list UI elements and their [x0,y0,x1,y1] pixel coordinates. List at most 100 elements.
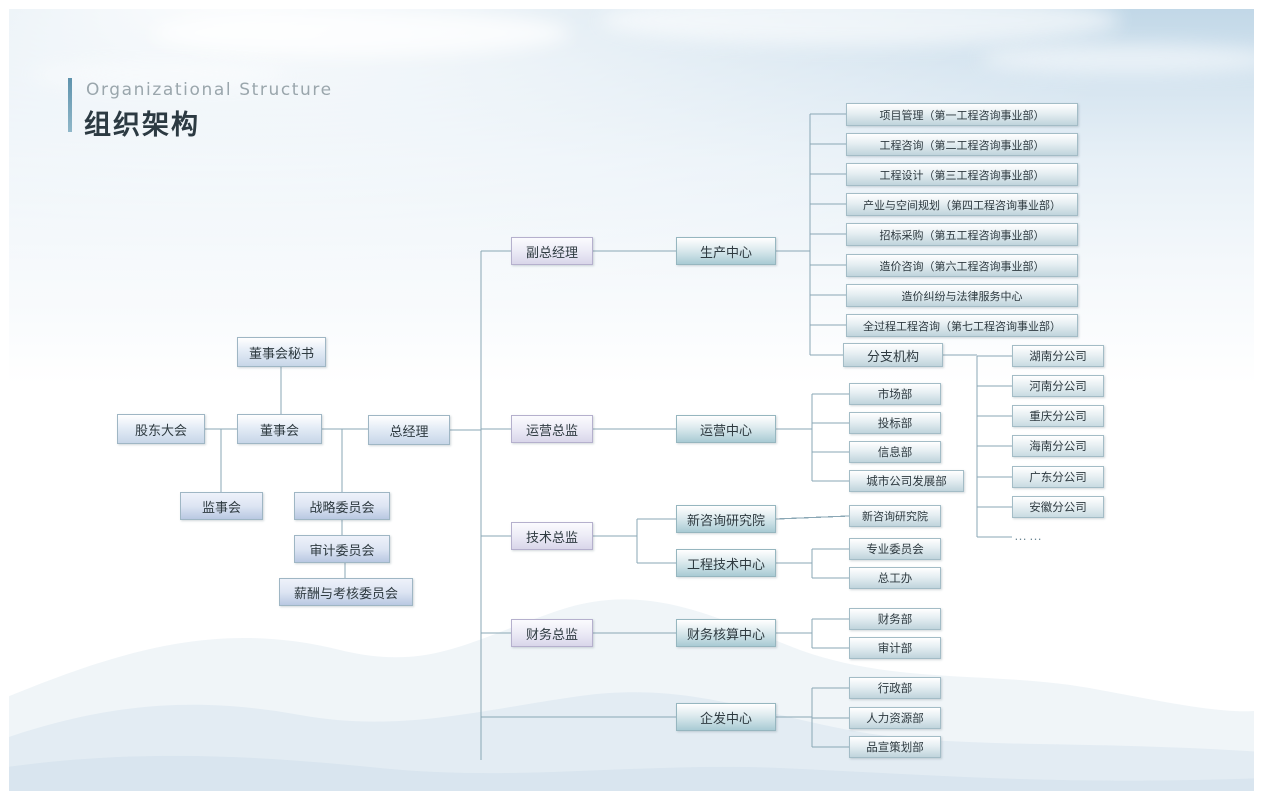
org-node-enterprise-dev-center[interactable]: 企发中心 [676,703,776,731]
slide-frame-top [0,0,1263,9]
org-node-label: 新咨询研究院 [686,512,765,528]
org-node-label: 全过程工程咨询（第七工程咨询事业部） [863,320,1061,333]
org-node-label: 专业委员会 [866,544,924,556]
org-node-tech-director[interactable]: 技术总监 [511,522,593,550]
org-node-label: 财务总监 [525,626,578,642]
org-node-eng-tech-center[interactable]: 工程技术中心 [676,549,776,577]
org-node-engtech-child-1[interactable]: 总工办 [849,567,941,589]
org-node-entdev-child-1[interactable]: 人力资源部 [849,707,941,729]
org-node-finance-child-1[interactable]: 审计部 [849,637,941,659]
title-accent-bar [68,78,72,132]
org-node-production-child-5[interactable]: 造价咨询（第六工程咨询事业部） [846,254,1078,277]
branch-list-ellipsis: …… [1014,528,1044,543]
org-node-label: 审计委员会 [309,542,375,558]
org-node-deputy-gm[interactable]: 副总经理 [511,237,593,265]
cloud-decoration [980,44,1263,74]
org-node-board-secretary[interactable]: 董事会秘书 [237,337,326,367]
org-node-shareholders[interactable]: 股东大会 [117,414,205,444]
org-node-supervisors[interactable]: 监事会 [180,492,263,520]
slide-frame-left [0,0,9,800]
org-node-production-child-2[interactable]: 工程设计（第三工程咨询事业部） [846,163,1078,186]
org-node-label: 广东分公司 [1029,472,1087,484]
org-node-production-child-1[interactable]: 工程咨询（第二工程咨询事业部） [846,133,1078,156]
org-node-general-manager[interactable]: 总经理 [368,415,450,445]
org-node-ops-director[interactable]: 运营总监 [511,415,593,443]
org-node-label: 造价咨询（第六工程咨询事业部） [879,260,1045,273]
org-node-audit-committee[interactable]: 审计委员会 [294,535,390,563]
org-node-label: 行政部 [877,683,913,695]
org-node-label: 工程咨询（第二工程咨询事业部） [879,139,1045,152]
org-node-label: 监事会 [201,499,241,515]
org-node-label: 审计部 [877,643,913,655]
org-node-operation-child-1[interactable]: 投标部 [849,412,941,434]
org-node-production-child-3[interactable]: 产业与空间规划（第四工程咨询事业部） [846,193,1078,216]
org-node-label: 副总经理 [525,244,578,260]
cloud-decoration [30,62,290,88]
org-node-label: 重庆分公司 [1029,411,1087,423]
org-node-operation-child-3[interactable]: 城市公司发展部 [849,470,964,492]
org-node-research-institute[interactable]: 新咨询研究院 [676,505,776,533]
org-node-finance-child-0[interactable]: 财务部 [849,608,941,630]
org-node-label: 工程设计（第三工程咨询事业部） [879,169,1045,182]
page-title: 组织架构 [84,110,200,140]
org-node-label: 新咨询研究院 [862,511,928,523]
org-node-label: 董事会秘书 [248,345,314,361]
org-node-engtech-child-0[interactable]: 专业委员会 [849,538,941,560]
org-node-label: 人力资源部 [866,713,924,725]
org-node-label: 城市公司发展部 [866,476,947,488]
org-node-label: 河南分公司 [1029,381,1087,393]
org-node-branch-child-2[interactable]: 重庆分公司 [1012,405,1104,427]
org-node-branch-org[interactable]: 分支机构 [843,343,943,367]
cloud-decoration [150,10,570,56]
org-node-entdev-child-0[interactable]: 行政部 [849,677,941,699]
org-node-fin-director[interactable]: 财务总监 [511,619,593,647]
org-node-label: 运营总监 [525,422,578,438]
org-node-branch-child-4[interactable]: 广东分公司 [1012,466,1104,488]
org-node-label: 造价纠纷与法律服务中心 [901,290,1023,303]
org-node-label: 薪酬与考核委员会 [293,585,398,601]
org-node-branch-child-5[interactable]: 安徽分公司 [1012,496,1104,518]
org-node-operation-center[interactable]: 运营中心 [676,415,776,443]
org-node-production-center[interactable]: 生产中心 [676,237,776,265]
org-node-production-child-4[interactable]: 招标采购（第五工程咨询事业部） [846,223,1078,246]
org-node-board[interactable]: 董事会 [237,414,322,444]
org-node-label: 信息部 [877,447,913,459]
org-node-branch-child-0[interactable]: 湖南分公司 [1012,345,1104,367]
org-node-comp-committee[interactable]: 薪酬与考核委员会 [279,578,413,606]
org-node-label: 招标采购（第五工程咨询事业部） [879,229,1045,242]
org-node-label: 安徽分公司 [1029,502,1087,514]
org-node-label: 市场部 [877,389,913,401]
org-node-production-child-0[interactable]: 项目管理（第一工程咨询事业部） [846,103,1078,126]
org-node-strategy-committee[interactable]: 战略委员会 [294,492,390,520]
org-node-label: 分支机构 [866,348,919,364]
slide-frame-bottom [0,791,1263,800]
org-node-label: 财务部 [877,614,913,626]
org-node-label: 总工办 [877,573,913,585]
org-node-operation-child-0[interactable]: 市场部 [849,383,941,405]
org-node-label: 项目管理（第一工程咨询事业部） [879,109,1045,122]
org-node-operation-child-2[interactable]: 信息部 [849,441,941,463]
org-node-production-child-7[interactable]: 全过程工程咨询（第七工程咨询事业部） [846,314,1078,337]
org-node-label: 投标部 [877,418,913,430]
org-node-label: 技术总监 [525,529,578,545]
org-node-research-child-0[interactable]: 新咨询研究院 [849,505,941,527]
org-node-label: 总经理 [389,423,429,439]
org-node-fin-account-center[interactable]: 财务核算中心 [676,619,776,647]
org-node-label: 湖南分公司 [1029,351,1087,363]
org-node-branch-child-1[interactable]: 河南分公司 [1012,375,1104,397]
org-node-label: 企发中心 [699,710,752,726]
org-node-label: 生产中心 [699,244,752,260]
slide-frame-right [1254,0,1263,800]
org-node-label: 股东大会 [134,422,187,438]
org-node-label: 海南分公司 [1029,441,1087,453]
org-node-production-child-6[interactable]: 造价纠纷与法律服务中心 [846,284,1078,307]
org-node-branch-child-3[interactable]: 海南分公司 [1012,435,1104,457]
org-node-entdev-child-2[interactable]: 品宣策划部 [849,736,941,758]
org-node-label: 品宣策划部 [866,742,924,754]
org-node-label: 产业与空间规划（第四工程咨询事业部） [863,199,1061,212]
title-english: Organizational Structure [86,80,333,100]
org-node-label: 工程技术中心 [686,556,765,572]
